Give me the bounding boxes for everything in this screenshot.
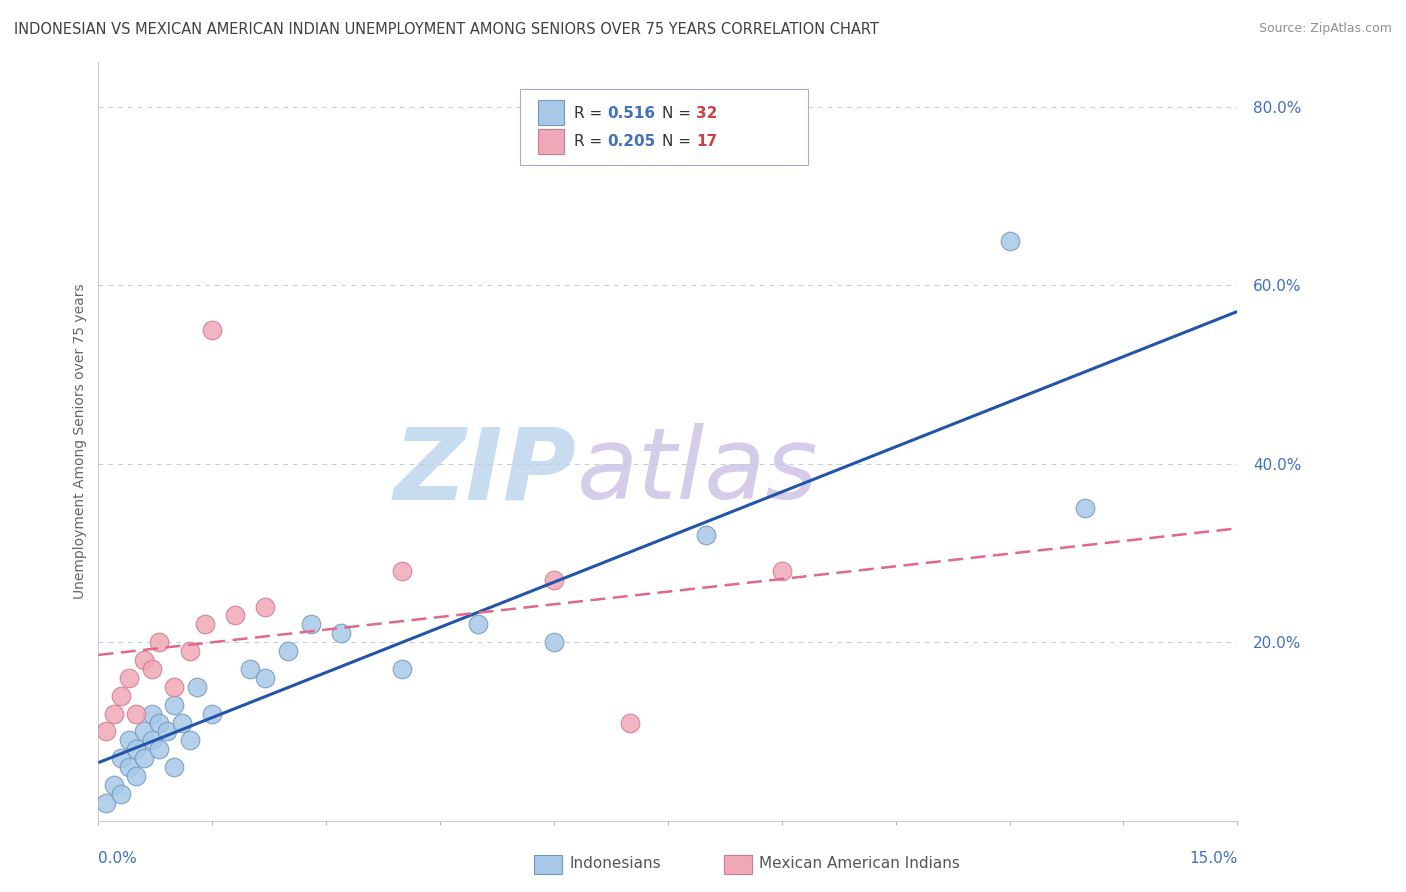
Point — [148, 742, 170, 756]
Point — [110, 689, 132, 703]
Point — [391, 662, 413, 676]
Text: atlas: atlas — [576, 424, 818, 520]
Text: 17: 17 — [696, 135, 717, 149]
Point — [163, 760, 186, 774]
Point — [201, 323, 224, 337]
Point — [125, 742, 148, 756]
Point — [132, 724, 155, 739]
Point — [998, 234, 1021, 248]
Text: Source: ZipAtlas.com: Source: ZipAtlas.com — [1258, 22, 1392, 36]
Point — [695, 528, 717, 542]
Point — [170, 715, 193, 730]
Point — [148, 715, 170, 730]
Point — [110, 787, 132, 801]
Point — [770, 564, 793, 578]
Point — [94, 724, 117, 739]
Text: 32: 32 — [696, 106, 717, 120]
Point — [132, 751, 155, 765]
Y-axis label: Unemployment Among Seniors over 75 years: Unemployment Among Seniors over 75 years — [73, 284, 87, 599]
Point — [543, 573, 565, 587]
Text: 0.0%: 0.0% — [98, 851, 138, 866]
Text: N =: N = — [662, 106, 696, 120]
Point — [254, 599, 277, 614]
Point — [467, 617, 489, 632]
Text: Mexican American Indians: Mexican American Indians — [759, 856, 960, 871]
Point — [118, 671, 141, 685]
Point — [194, 617, 217, 632]
Point — [239, 662, 262, 676]
Point — [110, 751, 132, 765]
Point — [201, 706, 224, 721]
Text: 0.516: 0.516 — [607, 106, 655, 120]
Point — [330, 626, 353, 640]
Point — [391, 564, 413, 578]
Point — [141, 733, 163, 747]
Text: R =: R = — [574, 135, 607, 149]
Point — [156, 724, 179, 739]
Point — [299, 617, 322, 632]
Point — [277, 644, 299, 658]
Point — [94, 796, 117, 810]
Point — [103, 706, 125, 721]
Point — [186, 680, 208, 694]
Point — [132, 653, 155, 667]
Text: ZIP: ZIP — [394, 424, 576, 520]
Point — [163, 698, 186, 712]
Point — [543, 635, 565, 649]
Point — [141, 662, 163, 676]
Text: N =: N = — [662, 135, 696, 149]
Point — [163, 680, 186, 694]
Text: INDONESIAN VS MEXICAN AMERICAN INDIAN UNEMPLOYMENT AMONG SENIORS OVER 75 YEARS C: INDONESIAN VS MEXICAN AMERICAN INDIAN UN… — [14, 22, 879, 37]
Point — [179, 644, 201, 658]
Point — [118, 733, 141, 747]
Point — [1074, 501, 1097, 516]
Point — [619, 715, 641, 730]
Point — [103, 778, 125, 792]
Point — [179, 733, 201, 747]
Text: 0.205: 0.205 — [607, 135, 655, 149]
Point — [125, 769, 148, 783]
Point — [118, 760, 141, 774]
Point — [148, 635, 170, 649]
Text: Indonesians: Indonesians — [569, 856, 661, 871]
Point — [125, 706, 148, 721]
Point — [141, 706, 163, 721]
Point — [254, 671, 277, 685]
Point — [224, 608, 246, 623]
Text: R =: R = — [574, 106, 607, 120]
Text: 15.0%: 15.0% — [1189, 851, 1237, 866]
